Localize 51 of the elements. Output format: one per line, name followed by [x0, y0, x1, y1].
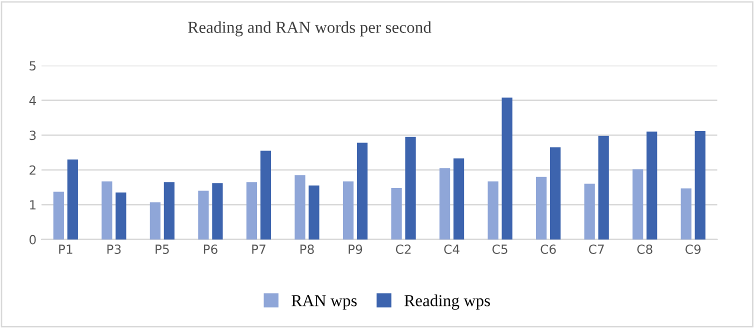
x-tick-label: P5	[156, 244, 169, 254]
x-tick-label: C7	[588, 244, 604, 254]
x-tick-label: C9	[685, 244, 701, 254]
y-tick-label: 2	[30, 165, 36, 175]
y-tick-label: 3	[30, 130, 36, 140]
bar	[453, 158, 464, 240]
x-tick-label: P7	[252, 244, 266, 254]
y-tick-label: 5	[30, 61, 36, 71]
bar	[439, 168, 450, 240]
bar	[356, 142, 368, 240]
bar	[260, 150, 272, 240]
y-tick-label: 0	[30, 234, 36, 244]
x-tick-label: P3	[107, 244, 121, 254]
x-tick-label: P8	[300, 244, 314, 254]
legend-label: RAN wps	[292, 295, 357, 310]
x-tick-label: P6	[204, 244, 218, 254]
x-tick-label: C5	[492, 244, 508, 254]
bar	[550, 147, 561, 240]
x-tick-label: C6	[540, 244, 556, 254]
bar	[694, 130, 706, 240]
bar	[536, 176, 547, 240]
bar	[391, 188, 402, 240]
x-tick-label: P9	[348, 244, 362, 254]
bar	[294, 175, 306, 240]
bar	[67, 159, 78, 240]
x-tick-label: C8	[637, 244, 652, 254]
bar	[246, 182, 258, 240]
bar	[598, 136, 609, 240]
bar	[680, 188, 692, 240]
y-tick-label: 1	[30, 200, 36, 210]
bar	[102, 181, 112, 240]
bar	[198, 190, 209, 240]
bar	[488, 181, 498, 240]
x-tick-label: P1	[59, 244, 72, 254]
bar	[116, 192, 126, 240]
y-tick-label: 4	[29, 96, 36, 106]
bar	[502, 98, 512, 240]
bar	[164, 182, 174, 240]
bar	[342, 181, 354, 240]
legend-label: Reading wps	[404, 294, 490, 310]
bar	[53, 192, 64, 240]
bar	[212, 183, 223, 240]
chart-title: Reading and RAN words per second	[188, 21, 432, 36]
bar	[308, 186, 320, 240]
x-tick-label: C4	[444, 244, 460, 254]
bar	[150, 202, 160, 240]
x-tick-label: C2	[396, 244, 411, 254]
bar	[646, 132, 658, 240]
bar	[405, 136, 416, 240]
bar	[632, 169, 644, 240]
bar	[584, 184, 595, 240]
